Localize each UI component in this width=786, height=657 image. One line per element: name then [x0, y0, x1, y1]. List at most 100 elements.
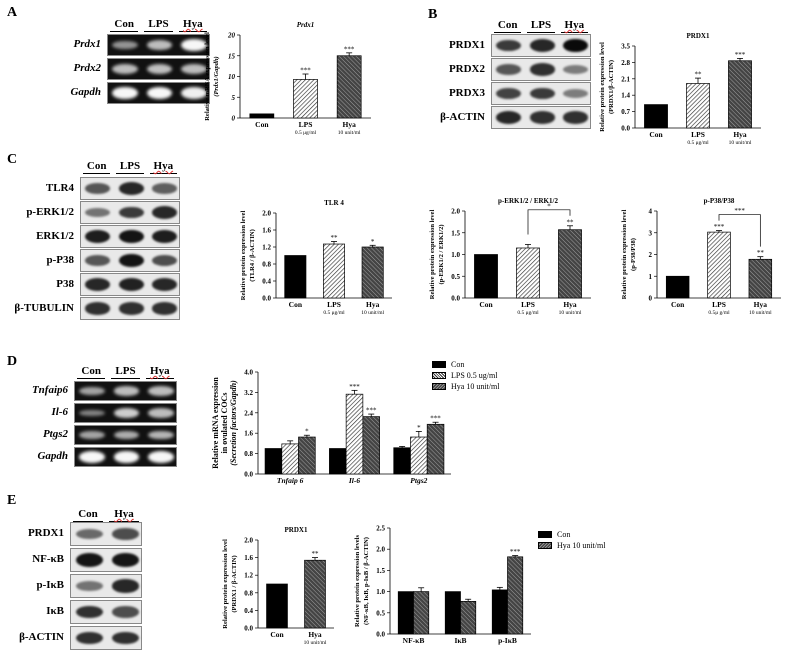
band — [146, 63, 173, 75]
y-tick-label: 1.5 — [376, 567, 385, 575]
band — [112, 86, 139, 100]
y-tick-label: 2.0 — [451, 208, 460, 216]
y-axis-label: (TLR4 / β-ACTIN) — [249, 229, 256, 282]
chart-title: p-ERK1/2 / ERK1/2 — [498, 197, 558, 205]
bar — [410, 436, 428, 475]
bar — [558, 229, 582, 299]
chart-e-prdx1: PRDX1 0.0 0.4 0.8 1.2 1.6 2.0 Relative protein … — [218, 520, 338, 655]
band — [147, 451, 174, 463]
chart-e-nfkb-ikb: 0.0 0.5 1.0 1.5 2.0 2.5 Relative protein expre… — [345, 522, 535, 657]
y-tick-label: 1.4 — [621, 92, 630, 100]
gel-row-p-i-b — [70, 574, 142, 598]
band — [111, 579, 139, 593]
band — [151, 206, 177, 219]
band — [111, 553, 139, 567]
row-label-actin: β-ACTIN — [440, 110, 485, 123]
band — [151, 302, 177, 315]
significance-marker: ** — [331, 234, 339, 242]
y-tick-label: 0.5 — [376, 609, 385, 617]
gel-row-prdx1 — [70, 522, 142, 546]
band — [146, 39, 173, 51]
band — [118, 229, 144, 244]
band — [496, 64, 522, 75]
y-tick-label: 2 — [649, 251, 653, 259]
y-tick-label: 1.6 — [262, 227, 271, 235]
gel-row-gapdh — [107, 82, 210, 104]
band — [151, 278, 177, 291]
row-label-prdx1: PRDX1 — [27, 527, 64, 539]
bracket-significance: *** — [734, 207, 745, 215]
y-tick-label: 3.2 — [244, 389, 253, 397]
legend-label: LPS 0.5 ug/ml — [451, 371, 498, 380]
y-tick-label: 15 — [228, 52, 236, 60]
row-label-erk1-2: ERK1/2 — [36, 229, 74, 242]
significance-marker: ** — [757, 249, 765, 257]
band — [146, 86, 173, 100]
y-tick-label: 0 — [232, 115, 236, 123]
x-tick-label: LPS — [299, 120, 313, 129]
y-axis-label: Relative protein expression level — [621, 210, 628, 300]
bar — [304, 559, 326, 629]
y-tick-label: 2.8 — [621, 59, 630, 67]
gel-row-prdx1 — [491, 34, 591, 57]
y-tick-label: 0.0 — [376, 631, 385, 639]
x-tick-label: Ptgs2 — [410, 476, 427, 485]
y-tick-label: 1.6 — [244, 554, 253, 562]
y-tick-label: 2.0 — [244, 537, 253, 545]
band — [79, 409, 106, 417]
band — [85, 278, 111, 291]
gel-row-p38 — [80, 273, 180, 296]
legend-d: Con LPS 0.5 ug/ml Hya 10 unit/ml — [432, 360, 499, 393]
significance-marker: *** — [714, 223, 725, 231]
x-tick-label: IκB — [454, 636, 466, 645]
panel-label-a: A — [7, 5, 18, 20]
legend-label: Hya 10 unit/ml — [557, 541, 606, 550]
band — [85, 302, 111, 315]
y-tick-label: 1.5 — [451, 229, 460, 237]
bar — [444, 591, 461, 635]
band — [113, 386, 140, 396]
bar — [728, 60, 752, 129]
y-tick-label: 0.4 — [244, 607, 253, 615]
x-tick-label: Con — [255, 120, 269, 129]
y-axis-label: Relative protein expression level — [222, 539, 229, 629]
row-label-gapdh: Gapdh — [70, 86, 101, 98]
legend-swatch — [538, 542, 552, 549]
lane-header: Con LPS Hya — [491, 19, 591, 33]
gel-row-prdx1 — [107, 34, 210, 56]
lane-header: Con LPS Hya — [107, 18, 210, 32]
y-axis-label: (p-ERK1/2 / ERK1/2) — [438, 225, 445, 285]
gel-row-actin — [491, 106, 591, 129]
gel-row-erk1-2 — [80, 225, 180, 248]
chart-title: PRDX1 — [285, 526, 308, 534]
bar — [686, 83, 710, 129]
significance-marker: ** — [312, 550, 320, 558]
significance-marker: *** — [510, 548, 521, 556]
y-tick-label: 0.5 — [451, 273, 460, 281]
y-tick-label: 0 — [649, 295, 653, 303]
bar — [397, 591, 414, 635]
y-tick-label: 20 — [227, 32, 236, 40]
bracket-significance: * — [547, 202, 551, 210]
row-label-ptgs2: Ptgs2 — [42, 428, 68, 440]
row-label-il-6: Il-6 — [51, 406, 69, 418]
band — [118, 278, 144, 291]
x-tick-sublabel: 0.5 μg/ml — [323, 310, 345, 316]
x-tick-label: Tnfaip 6 — [277, 476, 304, 485]
legend-swatch — [432, 361, 446, 368]
y-axis-label: Relative protein expression level — [240, 211, 247, 301]
significance-marker: ** — [695, 71, 703, 79]
lane-label-lps: LPS — [111, 365, 140, 379]
x-tick-label: LPS — [327, 300, 341, 309]
band — [118, 182, 144, 195]
band — [75, 605, 103, 619]
lane-label-lps: LPS — [527, 19, 555, 33]
lane-label-lps: LPS — [144, 18, 173, 32]
band — [75, 581, 103, 591]
row-label-i-b: IκB — [46, 605, 64, 617]
lane-label-hya: Hya — [145, 365, 174, 379]
band — [118, 253, 144, 268]
y-tick-label: 2.0 — [262, 210, 271, 218]
x-tick-label: Con — [479, 300, 493, 309]
y-tick-label: 5 — [232, 94, 236, 102]
